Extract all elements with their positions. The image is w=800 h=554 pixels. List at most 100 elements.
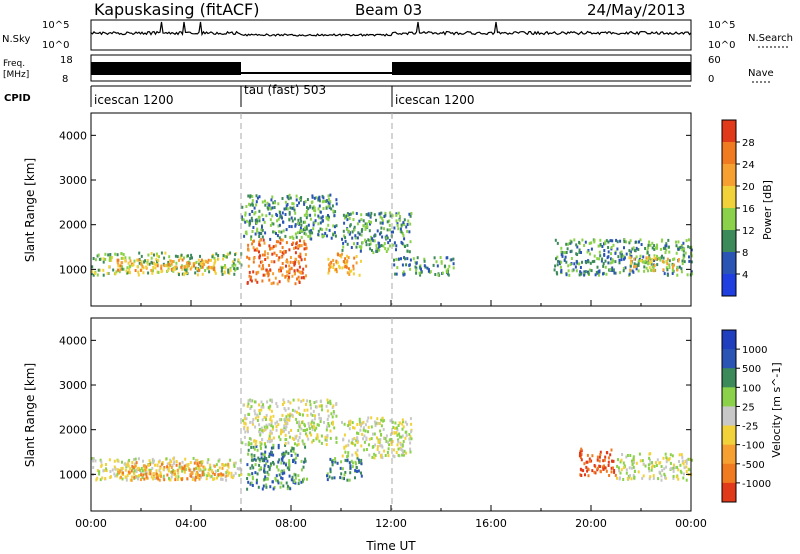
- velocity-cell: [372, 432, 374, 436]
- freq-label-1: Freq.: [3, 59, 25, 69]
- power-cell: [367, 212, 370, 216]
- power-cell: [309, 237, 312, 241]
- power-cell: [385, 250, 388, 253]
- beam-title: Beam 03: [355, 1, 422, 19]
- power-cell: [630, 254, 633, 258]
- power-colorbar-tick-label: 12: [742, 226, 755, 237]
- power-cell: [408, 230, 411, 234]
- power-cell: [121, 267, 124, 271]
- velocity-cell: [281, 430, 284, 434]
- velocity-cell: [344, 450, 347, 454]
- power-cell: [252, 246, 255, 250]
- power-cell: [266, 256, 269, 260]
- velocity-cell: [116, 468, 119, 472]
- velocity-cell: [264, 428, 267, 432]
- power-cell: [108, 258, 111, 262]
- velocity-cell: [101, 476, 104, 480]
- power-cell: [281, 262, 284, 265]
- power-cell: [371, 249, 373, 252]
- velocity-cell: [626, 454, 629, 457]
- velocity-cell: [144, 464, 146, 468]
- power-cell: [317, 207, 320, 211]
- power-cell: [403, 237, 406, 241]
- power-cell: [565, 242, 568, 246]
- power-cell: [660, 256, 663, 260]
- power-cell: [406, 223, 409, 226]
- velocity-cell: [326, 474, 328, 478]
- velocity-frame: [90, 317, 692, 512]
- velocity-cell: [281, 455, 284, 459]
- velocity-cell: [298, 425, 301, 429]
- velocity-cell: [317, 423, 320, 427]
- power-cell: [261, 200, 264, 204]
- velocity-cell: [580, 468, 583, 472]
- power-cell: [325, 216, 328, 220]
- power-cell: [428, 268, 430, 272]
- velocity-cell: [99, 458, 102, 462]
- power-cell: [278, 256, 281, 260]
- power-cell: [217, 254, 220, 257]
- power-cell: [253, 206, 256, 210]
- velocity-cell: [280, 461, 283, 465]
- velocity-cell: [258, 427, 261, 431]
- velocity-cell: [662, 456, 665, 460]
- velocity-cell: [255, 444, 258, 448]
- power-cell: [298, 261, 301, 265]
- velocity-cell: [599, 453, 602, 456]
- velocity-cell: [163, 466, 166, 469]
- velocity-cell: [402, 440, 405, 443]
- velocity-cell: [94, 459, 97, 463]
- power-cell: [273, 206, 276, 209]
- power-cell: [632, 246, 635, 250]
- velocity-cell: [172, 457, 175, 461]
- velocity-cell: [364, 429, 367, 433]
- power-cell: [122, 256, 125, 260]
- velocity-cell: [578, 454, 581, 458]
- velocity-cell: [330, 412, 333, 416]
- velocity-cell: [252, 418, 255, 421]
- velocity-cell: [174, 475, 177, 478]
- power-cell: [284, 250, 287, 253]
- power-cell: [294, 251, 297, 255]
- power-cell: [580, 272, 583, 276]
- power-cell: [141, 265, 144, 268]
- power-cell: [386, 236, 389, 240]
- velocity-cell: [251, 422, 254, 426]
- velocity-cell: [156, 463, 159, 467]
- power-cell: [343, 260, 345, 264]
- power-cell: [369, 242, 372, 246]
- velocity-cell: [136, 475, 139, 479]
- power-cell: [269, 237, 272, 241]
- velocity-cell: [186, 477, 189, 481]
- velocity-cell: [373, 432, 376, 436]
- power-cell: [303, 226, 306, 230]
- velocity-cell: [276, 405, 279, 408]
- velocity-cell: [140, 471, 142, 475]
- velocity-cell: [315, 437, 318, 441]
- velocity-cell: [253, 447, 256, 451]
- nsky-tick-top: 10^5: [42, 20, 69, 31]
- velocity-cell: [286, 487, 289, 491]
- velocity-cell: [659, 461, 662, 465]
- velocity-cell: [258, 458, 261, 461]
- power-colorbar-tick-label: 4: [742, 270, 748, 281]
- velocity-cell: [304, 428, 307, 432]
- power-cell: [91, 265, 94, 269]
- velocity-cell: [193, 476, 196, 480]
- power-cell: [358, 219, 361, 223]
- velocity-cell: [374, 443, 377, 447]
- power-cell: [201, 272, 204, 276]
- velocity-cell: [328, 475, 331, 479]
- velocity-cell: [335, 440, 338, 444]
- velocity-cell: [620, 468, 623, 472]
- velocity-cell: [655, 461, 657, 465]
- power-cell: [402, 270, 405, 274]
- velocity-cell: [193, 467, 196, 471]
- power-cell: [235, 267, 238, 271]
- power-cell: [140, 262, 143, 266]
- velocity-cell: [292, 458, 295, 462]
- power-cell: [631, 269, 634, 273]
- power-cell: [352, 264, 355, 268]
- velocity-cell: [580, 474, 583, 477]
- power-cell: [117, 262, 120, 266]
